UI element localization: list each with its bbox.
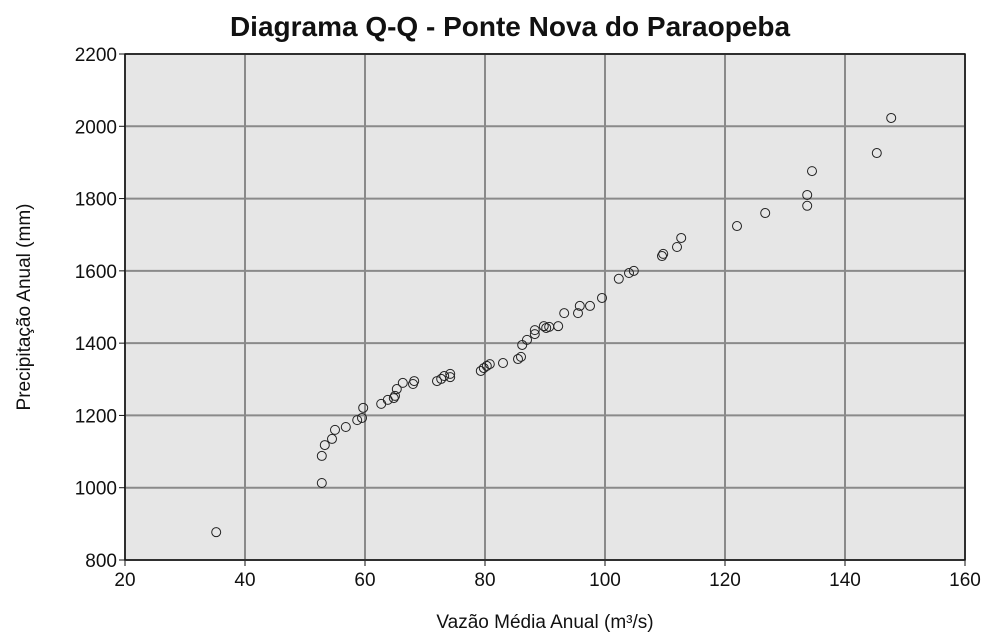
point	[553, 321, 564, 332]
y-tick-label: 1600	[75, 262, 117, 283]
point	[516, 351, 526, 362]
point	[760, 208, 771, 219]
x-tick-label: 20	[114, 570, 135, 591]
point	[658, 248, 669, 259]
x-tick-label: 140	[829, 570, 861, 591]
point	[358, 402, 369, 413]
point	[628, 265, 639, 276]
point	[316, 450, 327, 461]
y-tick-label: 1000	[75, 479, 117, 500]
point	[475, 365, 486, 376]
point	[597, 292, 607, 303]
point	[352, 415, 363, 426]
x-tick-label: 80	[474, 570, 495, 591]
point	[388, 393, 399, 404]
point	[672, 242, 682, 253]
y-tick-label: 800	[85, 551, 117, 572]
point	[390, 390, 400, 401]
point	[676, 232, 687, 243]
point	[657, 251, 667, 262]
point	[445, 372, 456, 383]
point	[211, 527, 222, 538]
x-tick-label: 100	[589, 570, 621, 591]
point	[445, 368, 456, 379]
point	[513, 354, 523, 365]
point	[316, 478, 327, 489]
point	[732, 221, 742, 232]
point	[613, 273, 624, 284]
point	[409, 376, 420, 387]
point	[802, 189, 813, 200]
point	[585, 300, 595, 311]
y-tick-label: 1200	[75, 406, 117, 427]
x-axis-label: Vazão Média Anual (m³/s)	[436, 612, 653, 633]
x-tick-label: 160	[949, 570, 981, 591]
point	[573, 308, 583, 319]
point	[871, 148, 882, 159]
point	[498, 358, 508, 369]
y-tick-label: 2200	[75, 45, 117, 66]
plot-frame	[124, 53, 966, 561]
point	[522, 334, 532, 345]
point	[538, 321, 549, 332]
point	[529, 329, 540, 340]
y-tick-label: 1400	[75, 334, 117, 355]
point	[559, 308, 570, 319]
plot-area	[125, 54, 965, 560]
x-tick-label: 60	[354, 570, 375, 591]
chart-title: Diagrama Q-Q - Ponte Nova do Paraopeba	[230, 11, 791, 42]
point	[319, 440, 330, 451]
point	[391, 384, 402, 395]
point	[886, 112, 897, 123]
point	[330, 424, 340, 435]
point	[807, 166, 817, 177]
point	[340, 421, 351, 432]
x-tick-label: 120	[709, 570, 741, 591]
y-tick-label: 1800	[75, 190, 117, 211]
point	[529, 325, 540, 336]
point	[397, 377, 408, 388]
point	[802, 200, 813, 211]
y-tick-label: 2000	[75, 117, 117, 138]
point	[624, 268, 634, 279]
y-axis-label: Precipitação Anual (mm)	[14, 204, 35, 411]
point	[327, 433, 337, 444]
point	[357, 412, 367, 423]
point	[439, 371, 450, 382]
point	[484, 359, 495, 370]
x-tick-label: 40	[234, 570, 255, 591]
point	[481, 360, 492, 371]
point	[574, 300, 585, 311]
